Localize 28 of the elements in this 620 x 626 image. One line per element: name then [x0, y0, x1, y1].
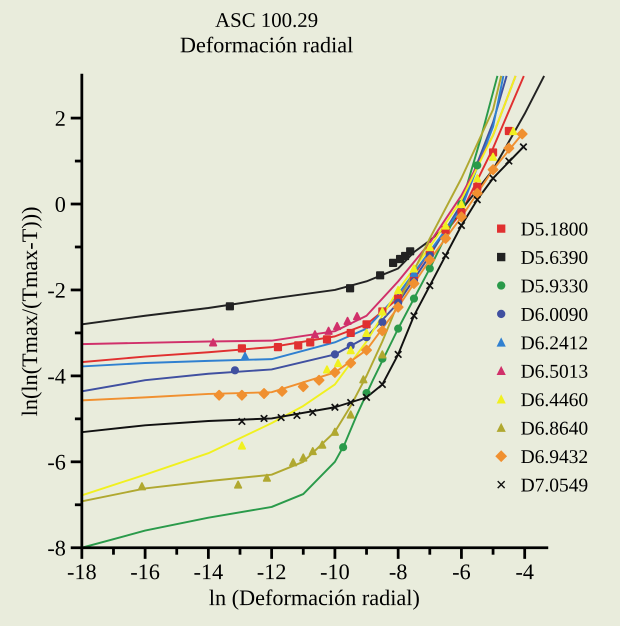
x-tick-label: -12 — [258, 564, 286, 580]
x-tick-label: -6 — [453, 564, 470, 580]
x-axis-title: ln (Deformación radial) — [209, 589, 419, 610]
x-tick-label: -18 — [68, 564, 96, 580]
legend-label: D7.0549 — [521, 478, 588, 492]
legend-label: D6.0090 — [521, 308, 588, 322]
legend-label: D6.4460 — [521, 393, 588, 406]
y-tick-label: -6 — [48, 454, 66, 470]
legend-label: D5.1800 — [521, 222, 588, 236]
x-tick-label: -10 — [320, 564, 349, 580]
legend-label: D6.9432 — [521, 450, 588, 464]
chart-title: ASC 100.29 — [215, 13, 318, 28]
x-tick-label: -4 — [516, 564, 534, 580]
y-tick-label: 2 — [56, 111, 65, 126]
legend-label: D6.8640 — [521, 422, 588, 435]
y-tick-label: -4 — [48, 368, 66, 384]
legend-label: D5.6390 — [521, 250, 588, 264]
legend-label: D5.9330 — [521, 279, 588, 293]
legend-label: D6.5013 — [521, 364, 588, 378]
y-tick-label: -2 — [48, 282, 65, 298]
x-tick-label: -14 — [194, 564, 223, 580]
y-axis-title: ln(ln(Tmax/(Tmax-T))) — [22, 208, 42, 416]
y-tick-label: -8 — [48, 540, 66, 556]
chart-subtitle: Deformación radial — [180, 36, 353, 53]
x-tick-label: -8 — [390, 564, 407, 580]
x-tick-label: -16 — [131, 564, 160, 580]
legend-label: D6.2412 — [521, 336, 588, 350]
y-tick-label: 0 — [56, 196, 66, 212]
